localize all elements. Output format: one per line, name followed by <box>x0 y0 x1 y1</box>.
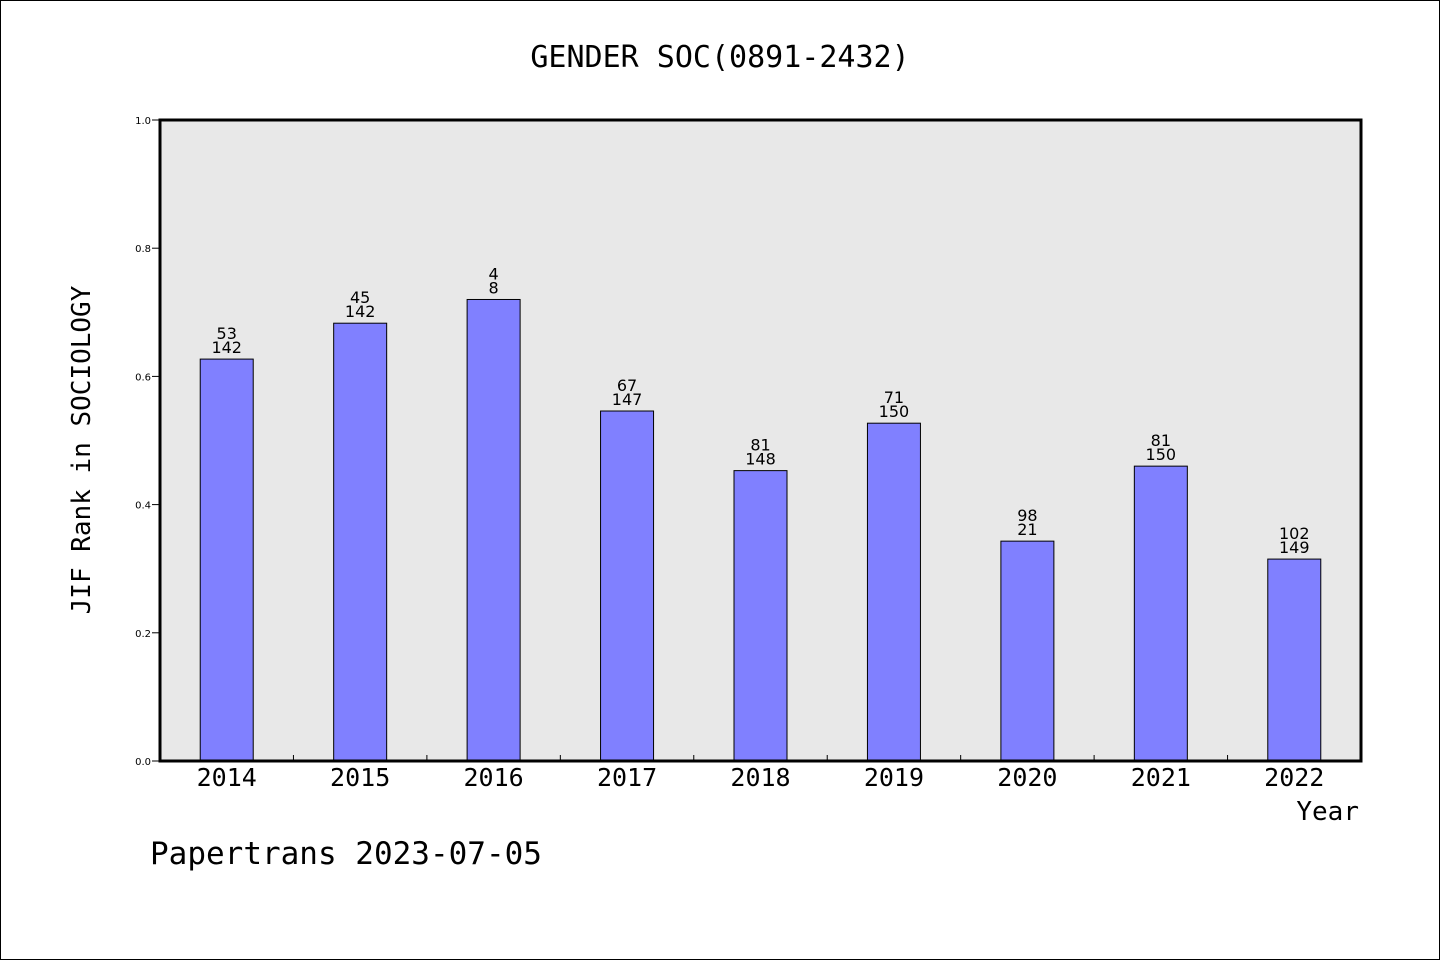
bar-2017 <box>600 410 655 762</box>
bar-label-rank: 4 <box>489 264 499 283</box>
bar-2022 <box>1267 558 1322 762</box>
bar-2018 <box>733 470 788 762</box>
x-tick-label: 2022 <box>1264 763 1324 792</box>
x-tick-label: 2014 <box>197 763 257 792</box>
bar-label-rank: 81 <box>1151 431 1171 450</box>
bar-label-total: 147 <box>612 390 643 409</box>
y-tick-label: 1.0 <box>135 116 151 127</box>
bars-group <box>199 298 1322 762</box>
bar-label-rank: 102 <box>1279 524 1310 543</box>
bar-label-total: 142 <box>345 302 376 321</box>
y-tick-label: 0.8 <box>135 244 151 255</box>
bar-label-rank: 81 <box>750 436 770 455</box>
bar-label-total: 149 <box>1279 538 1310 557</box>
bar-2020 <box>1000 540 1055 762</box>
bar-label-total: 150 <box>1146 445 1177 464</box>
y-axis-label: JIF Rank in SOCIOLOGY <box>67 285 97 614</box>
y-tick-label: 0.2 <box>135 629 151 640</box>
bar-label-total: 150 <box>879 402 910 421</box>
y-axis: 0.0 0.2 0.4 0.6 0.8 1.0 <box>135 116 160 768</box>
x-axis: 2014 2015 2016 2017 2018 2019 2020 2021 2022 <box>197 755 1324 792</box>
bar-label-rank: 45 <box>350 288 370 307</box>
plot-border <box>158 118 1363 763</box>
x-tick-label: 2017 <box>597 763 657 792</box>
y-tick-label: 0.4 <box>135 501 151 512</box>
bar-label-rank: 67 <box>617 376 637 395</box>
bar-label-rank: 53 <box>217 324 237 343</box>
bar-labels-group: 5314245142486714781148711509821811501021… <box>211 264 1309 557</box>
bar-label-rank: 98 <box>1017 506 1037 525</box>
footer-credit: Papertrans 2023-07-05 <box>150 836 542 872</box>
bar-label-total: 148 <box>745 450 776 469</box>
bar-2015 <box>333 322 388 762</box>
bar-label-total: 21 <box>1017 520 1037 539</box>
x-tick-label: 2018 <box>730 763 790 792</box>
x-axis-label: Year <box>1296 797 1359 827</box>
x-tick-label: 2019 <box>864 763 924 792</box>
x-tick-label: 2015 <box>330 763 390 792</box>
y-tick-label: 0.6 <box>135 372 151 383</box>
bar-2021 <box>1133 465 1188 762</box>
bar-2019 <box>866 422 921 762</box>
y-tick-label: 0.0 <box>135 757 151 768</box>
x-tick-label: 2021 <box>1131 763 1191 792</box>
x-tick-label: 2016 <box>464 763 524 792</box>
bar-label-rank: 71 <box>884 388 904 407</box>
x-tick-label: 2020 <box>997 763 1057 792</box>
bar-2014 <box>199 358 254 762</box>
bar-label-total: 8 <box>489 278 499 297</box>
bar-label-total: 142 <box>211 338 242 357</box>
bar-2016 <box>466 298 521 762</box>
chart-title: GENDER SOC(0891-2432) <box>530 40 909 75</box>
